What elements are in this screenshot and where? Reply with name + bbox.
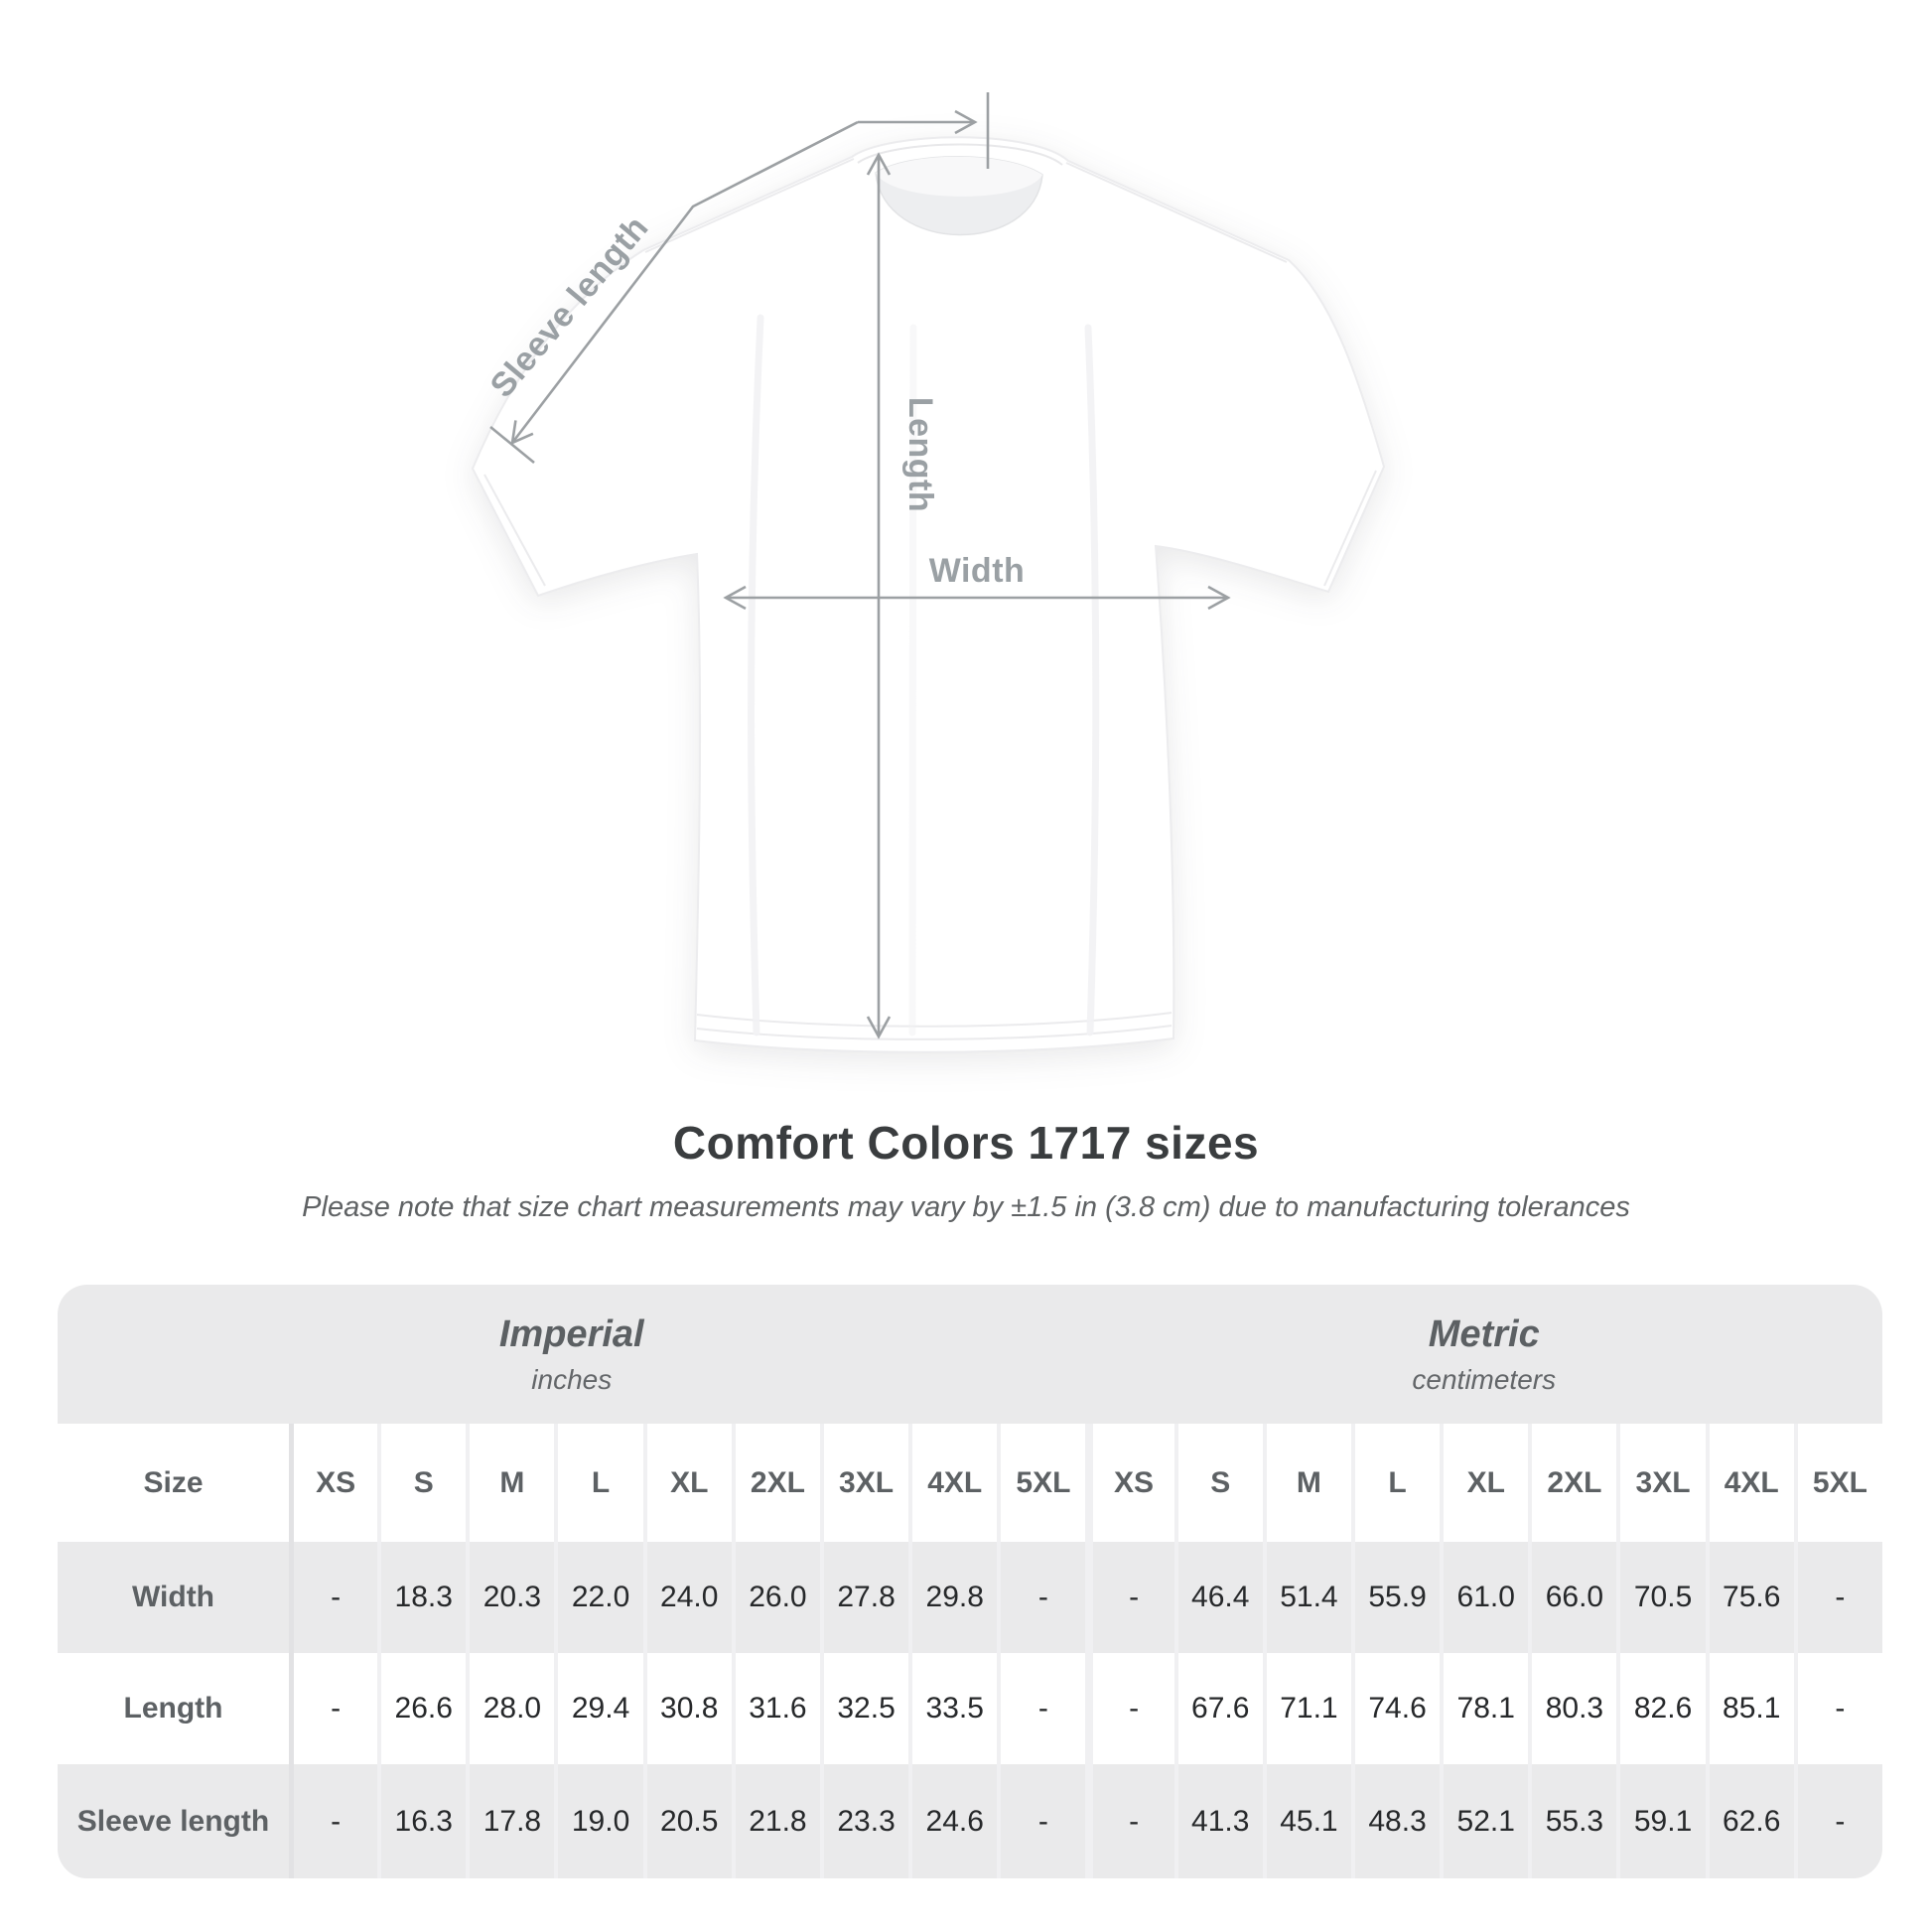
size-header: XS bbox=[1085, 1424, 1173, 1542]
size-header: XL bbox=[642, 1424, 732, 1542]
table-cell: - bbox=[1085, 1542, 1173, 1653]
imperial-label: Imperial bbox=[498, 1312, 644, 1355]
width-label: Width bbox=[929, 552, 1026, 590]
metric-label: Metric bbox=[1428, 1312, 1540, 1355]
size-header: 2XL bbox=[731, 1424, 820, 1542]
table-cell: 45.1 bbox=[1262, 1764, 1351, 1878]
size-header: L bbox=[1350, 1424, 1440, 1542]
size-header: S bbox=[377, 1424, 466, 1542]
table-cell: 27.8 bbox=[819, 1542, 908, 1653]
table-cell: - bbox=[1085, 1653, 1173, 1764]
table-cell: - bbox=[997, 1764, 1085, 1878]
table-cell: - bbox=[997, 1653, 1085, 1764]
table-cell: 26.6 bbox=[377, 1653, 466, 1764]
table-row-width: Width - 18.3 20.3 22.0 24.0 26.0 27.8 29… bbox=[58, 1542, 1882, 1653]
table-cell: 59.1 bbox=[1616, 1764, 1705, 1878]
size-header: 4XL bbox=[1705, 1424, 1794, 1542]
row-label: Length bbox=[123, 1692, 223, 1725]
table-cell: - bbox=[289, 1542, 377, 1653]
sleeve-length-arrow bbox=[489, 92, 990, 465]
size-header: XL bbox=[1440, 1424, 1528, 1542]
table-cell: 24.0 bbox=[642, 1542, 732, 1653]
table-cell: 23.3 bbox=[819, 1764, 908, 1878]
table-cell: 48.3 bbox=[1350, 1764, 1440, 1878]
table-cell: 41.3 bbox=[1173, 1764, 1263, 1878]
table-cell: 66.0 bbox=[1528, 1542, 1616, 1653]
table-cell: 33.5 bbox=[908, 1653, 997, 1764]
row-label: Width bbox=[131, 1581, 215, 1613]
table-cell: 51.4 bbox=[1262, 1542, 1351, 1653]
size-header: 2XL bbox=[1528, 1424, 1616, 1542]
table-cell: 24.6 bbox=[908, 1764, 997, 1878]
table-cell: - bbox=[289, 1653, 377, 1764]
table-cell: 31.6 bbox=[731, 1653, 820, 1764]
table-cell: 78.1 bbox=[1440, 1653, 1528, 1764]
size-header: 5XL bbox=[997, 1424, 1085, 1542]
page-title: Comfort Colors 1717 sizes bbox=[672, 1117, 1260, 1169]
table-cell: - bbox=[289, 1764, 377, 1878]
table-cell: 62.6 bbox=[1705, 1764, 1794, 1878]
page-subtitle: Please note that size chart measurements… bbox=[302, 1191, 1630, 1223]
size-header: 4XL bbox=[908, 1424, 997, 1542]
table-cell: 85.1 bbox=[1705, 1653, 1794, 1764]
size-header: 5XL bbox=[1793, 1424, 1882, 1542]
table-cell: 67.6 bbox=[1173, 1653, 1263, 1764]
size-header: 3XL bbox=[819, 1424, 908, 1542]
size-header: M bbox=[1262, 1424, 1351, 1542]
size-header: S bbox=[1173, 1424, 1263, 1542]
size-header: M bbox=[466, 1424, 554, 1542]
table-cell: 22.0 bbox=[554, 1542, 642, 1653]
table-cell: 74.6 bbox=[1350, 1653, 1440, 1764]
size-header: XS bbox=[289, 1424, 377, 1542]
unit-group-imperial: Imperial inches bbox=[58, 1285, 1086, 1424]
metric-sublabel: centimeters bbox=[1412, 1363, 1557, 1395]
table-cell: 29.4 bbox=[554, 1653, 642, 1764]
table-row-length: Length - 26.6 28.0 29.4 30.8 31.6 32.5 3… bbox=[58, 1653, 1882, 1764]
row-label: Sleeve length bbox=[76, 1804, 270, 1838]
length-label: Length bbox=[901, 397, 939, 512]
table-cell: 17.8 bbox=[466, 1764, 554, 1878]
table-cell: 21.8 bbox=[731, 1764, 820, 1878]
table-cell: 32.5 bbox=[819, 1653, 908, 1764]
table-cell: - bbox=[997, 1542, 1085, 1653]
table-cell: 19.0 bbox=[554, 1764, 642, 1878]
table-cell: 55.9 bbox=[1350, 1542, 1440, 1653]
table-cell: 75.6 bbox=[1705, 1542, 1794, 1653]
unit-header-row: Imperial inches Metric centimeters bbox=[58, 1285, 1882, 1424]
size-col-header: Size bbox=[143, 1465, 204, 1499]
tshirt-measurement-diagram: Width Length Sleeve length bbox=[471, 92, 1386, 1053]
table-cell: 70.5 bbox=[1616, 1542, 1705, 1653]
table-cell: - bbox=[1793, 1764, 1882, 1878]
table-cell: - bbox=[1085, 1764, 1173, 1878]
table-cell: 71.1 bbox=[1262, 1653, 1351, 1764]
table-cell: 20.3 bbox=[466, 1542, 554, 1653]
table-cell: - bbox=[1793, 1653, 1882, 1764]
size-table: Imperial inches Metric centimeters Size … bbox=[58, 1285, 1882, 1878]
table-cell: 46.4 bbox=[1173, 1542, 1263, 1653]
table-cell: 29.8 bbox=[908, 1542, 997, 1653]
size-header: 3XL bbox=[1616, 1424, 1705, 1542]
table-cell: 16.3 bbox=[377, 1764, 466, 1878]
table-cell: - bbox=[1793, 1542, 1882, 1653]
table-cell: 26.0 bbox=[731, 1542, 820, 1653]
table-cell: 61.0 bbox=[1440, 1542, 1528, 1653]
table-cell: 28.0 bbox=[466, 1653, 554, 1764]
size-header-row: Size XS S M L XL 2XL 3XL 4XL 5XL XS S M … bbox=[58, 1424, 1882, 1542]
table-cell: 82.6 bbox=[1616, 1653, 1705, 1764]
table-cell: 55.3 bbox=[1528, 1764, 1616, 1878]
table-cell: 52.1 bbox=[1440, 1764, 1528, 1878]
table-cell: 20.5 bbox=[642, 1764, 732, 1878]
imperial-sublabel: inches bbox=[531, 1363, 613, 1395]
size-header: L bbox=[554, 1424, 642, 1542]
table-cell: 18.3 bbox=[377, 1542, 466, 1653]
table-cell: 30.8 bbox=[642, 1653, 732, 1764]
unit-group-metric: Metric centimeters bbox=[1086, 1285, 1883, 1424]
table-row-sleeve-length: Sleeve length - 16.3 17.8 19.0 20.5 21.8… bbox=[58, 1764, 1882, 1878]
table-cell: 80.3 bbox=[1528, 1653, 1616, 1764]
